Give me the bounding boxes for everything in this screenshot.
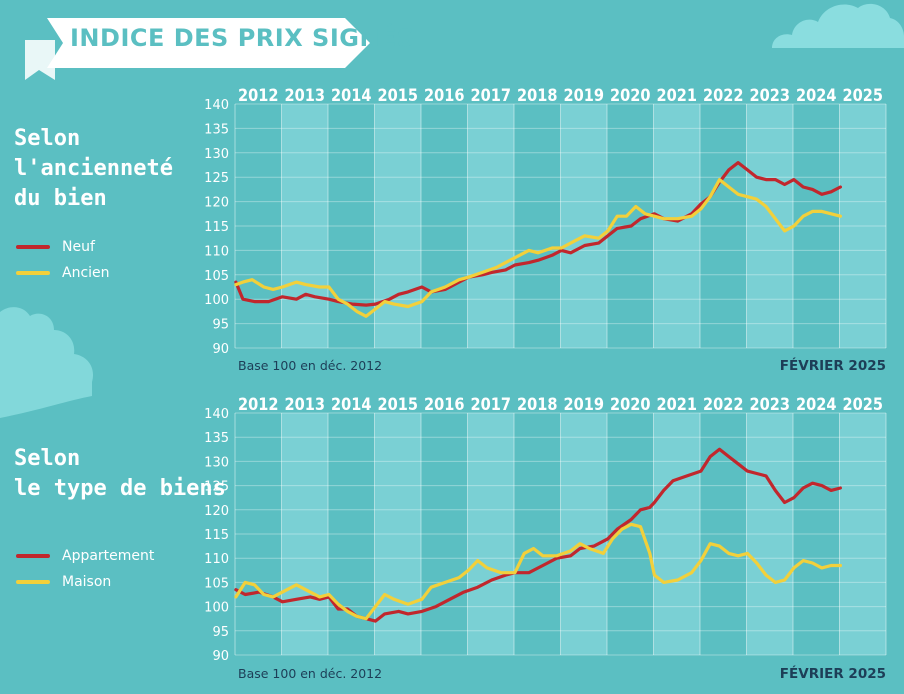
y-tick-label: 95 — [212, 625, 229, 640]
y-tick-label: 135 — [204, 431, 229, 446]
y-tick-label: 115 — [204, 220, 229, 235]
year-band — [281, 413, 328, 655]
year-band — [467, 104, 514, 348]
base-note: Base 100 en déc. 2012 — [238, 666, 382, 681]
legend-swatch-yellow — [16, 580, 50, 584]
date-note: FÉVRIER 2025 — [780, 665, 886, 682]
legend-anciennete: Neuf Ancien — [16, 234, 110, 286]
legend-label: Ancien — [62, 265, 110, 281]
year-label: 2022 — [703, 86, 744, 106]
section-title-line: Selon — [14, 126, 81, 151]
year-label: 2020 — [610, 86, 651, 106]
y-tick-label: 125 — [204, 480, 229, 495]
y-tick-label: 115 — [204, 528, 229, 543]
year-label: 2018 — [517, 86, 558, 106]
y-tick-label: 120 — [204, 504, 229, 519]
year-label: 2018 — [517, 395, 558, 415]
section-title-anciennete: Selon l'ancienneté du bien — [14, 124, 173, 214]
y-tick-label: 105 — [204, 269, 229, 284]
legend-item-ancien: Ancien — [16, 260, 110, 286]
year-label: 2014 — [331, 395, 372, 415]
year-band — [746, 413, 793, 655]
year-label: 2013 — [285, 395, 326, 415]
section-title-line: l'ancienneté — [14, 156, 173, 181]
section-title-line: le type de biens — [14, 476, 226, 501]
year-label: 2019 — [564, 395, 605, 415]
year-band — [653, 104, 700, 348]
year-band — [560, 104, 607, 348]
year-label: 2024 — [796, 86, 837, 106]
year-label: 2016 — [424, 86, 465, 106]
year-label: 2014 — [331, 86, 372, 106]
section-title-line: Selon — [14, 446, 81, 471]
y-tick-label: 100 — [204, 293, 229, 308]
legend-swatch-red — [16, 245, 50, 249]
cloud-top-right-icon — [772, 3, 904, 48]
title-ribbon — [25, 18, 370, 80]
year-label: 2021 — [657, 86, 698, 106]
year-label: 2023 — [750, 86, 791, 106]
y-tick-label: 130 — [204, 147, 229, 162]
base-note: Base 100 en déc. 2012 — [238, 358, 382, 373]
year-label: 2024 — [796, 395, 837, 415]
legend-item-neuf: Neuf — [16, 234, 110, 260]
year-label: 2023 — [750, 395, 791, 415]
y-tick-label: 140 — [204, 98, 229, 113]
y-tick-label: 95 — [212, 318, 229, 333]
year-label: 2021 — [657, 395, 698, 415]
year-label: 2012 — [238, 86, 279, 106]
year-label: 2015 — [378, 395, 419, 415]
year-label: 2012 — [238, 395, 279, 415]
y-tick-label: 90 — [212, 342, 229, 357]
series-line-maison — [234, 522, 842, 621]
legend-label: Neuf — [62, 239, 95, 255]
legend-label: Maison — [62, 574, 112, 590]
legend-type: Appartement Maison — [16, 543, 154, 595]
cloud-left-icon — [0, 307, 94, 418]
year-label: 2019 — [564, 86, 605, 106]
y-tick-label: 140 — [204, 407, 229, 422]
legend-label: Appartement — [62, 548, 155, 564]
y-tick-label: 110 — [204, 244, 229, 259]
year-band — [839, 104, 886, 348]
year-label: 2017 — [471, 86, 512, 106]
year-band — [560, 413, 607, 655]
legend-item-maison: Maison — [16, 569, 154, 595]
year-label: 2022 — [703, 395, 744, 415]
year-band — [467, 413, 514, 655]
legend-item-appartement: Appartement — [16, 543, 154, 569]
year-band — [281, 104, 328, 348]
y-tick-label: 135 — [204, 122, 229, 137]
page-title: INDICE DES PRIX SIGNÉS — [70, 24, 415, 52]
year-label: 2017 — [471, 395, 512, 415]
section-title-line: du bien — [14, 186, 107, 211]
year-label: 2016 — [424, 395, 465, 415]
series-line-appartement — [234, 447, 842, 623]
section-title-type: Selon le type de biens — [14, 444, 226, 504]
year-band — [839, 413, 886, 655]
year-label: 2020 — [610, 395, 651, 415]
year-label: 2025 — [843, 395, 884, 415]
year-label: 2015 — [378, 86, 419, 106]
series-line-ancien — [234, 178, 842, 318]
y-tick-label: 125 — [204, 171, 229, 186]
y-tick-label: 105 — [204, 576, 229, 591]
y-tick-label: 100 — [204, 601, 229, 616]
year-band — [653, 413, 700, 655]
y-tick-label: 110 — [204, 552, 229, 567]
y-tick-label: 120 — [204, 196, 229, 211]
year-band — [374, 104, 421, 348]
y-tick-label: 130 — [204, 455, 229, 470]
date-note: FÉVRIER 2025 — [780, 357, 886, 374]
year-label: 2013 — [285, 86, 326, 106]
legend-swatch-yellow — [16, 271, 50, 275]
year-band — [746, 104, 793, 348]
year-label: 2025 — [843, 86, 884, 106]
y-tick-label: 90 — [212, 649, 229, 664]
legend-swatch-red — [16, 554, 50, 558]
